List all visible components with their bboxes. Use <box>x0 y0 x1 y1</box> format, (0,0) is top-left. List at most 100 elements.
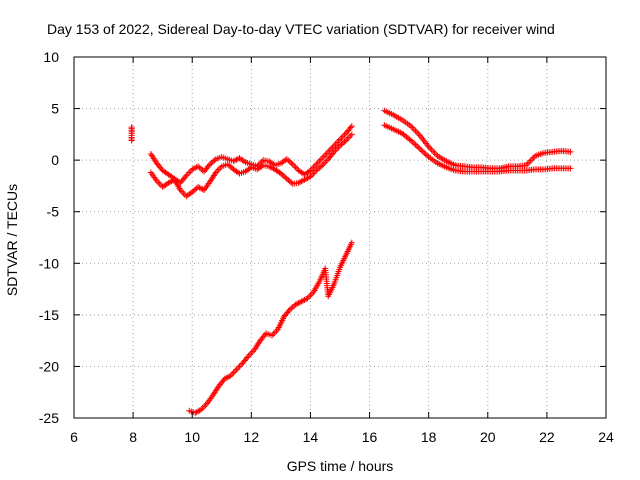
data-point <box>195 163 202 170</box>
data-point <box>406 136 413 143</box>
data-point <box>323 150 330 157</box>
x-tick-label: 6 <box>70 429 78 445</box>
x-tick-label: 22 <box>539 429 555 445</box>
data-point <box>283 156 290 163</box>
y-tick-label: -5 <box>47 204 60 220</box>
data-point <box>195 408 202 415</box>
data-point <box>526 159 533 166</box>
data-point <box>409 138 416 145</box>
y-tick-label: -25 <box>39 410 59 426</box>
data-point <box>224 374 231 381</box>
x-axis-title: GPS time / hours <box>287 458 394 474</box>
data-point <box>286 158 293 165</box>
data-point <box>329 144 336 151</box>
data-points <box>128 107 574 416</box>
data-point <box>331 142 338 149</box>
y-tick-label: 5 <box>51 101 59 117</box>
data-point <box>230 369 237 376</box>
data-point <box>291 162 298 169</box>
data-point <box>189 189 196 196</box>
data-point <box>182 174 189 181</box>
data-point <box>279 171 286 178</box>
data-point <box>226 162 233 169</box>
data-point <box>348 123 355 130</box>
data-point <box>332 147 339 154</box>
data-point <box>246 351 253 358</box>
data-point <box>334 145 341 152</box>
data-point <box>190 187 197 194</box>
data-point <box>311 169 318 176</box>
data-point <box>289 304 296 311</box>
data-point <box>347 124 354 131</box>
data-point <box>413 129 420 136</box>
data-point <box>208 159 215 166</box>
data-point <box>292 164 299 171</box>
series-late-lower <box>381 122 574 175</box>
data-point <box>288 305 295 312</box>
data-point <box>201 403 208 410</box>
data-point <box>240 158 247 165</box>
data-point <box>418 147 425 154</box>
data-point <box>277 170 284 177</box>
axis-ticks <box>73 56 607 419</box>
data-point <box>424 152 431 159</box>
data-point <box>332 141 339 148</box>
y-axis-title: SDTVAR / TECUs <box>4 184 20 296</box>
data-point <box>409 124 416 131</box>
data-point <box>280 173 287 180</box>
data-point <box>421 149 428 156</box>
data-point <box>199 186 206 193</box>
data-point <box>196 164 203 171</box>
data-point <box>285 308 292 315</box>
data-point <box>244 354 251 361</box>
data-point <box>285 157 292 164</box>
series-band-upper <box>147 123 355 186</box>
data-point <box>341 138 348 145</box>
data-point <box>215 166 222 173</box>
data-point <box>270 330 277 337</box>
data-point <box>186 169 193 176</box>
data-point <box>198 165 205 172</box>
data-point <box>283 175 290 182</box>
data-point <box>567 165 574 172</box>
x-tick-label: 10 <box>184 429 200 445</box>
data-point <box>288 179 295 186</box>
data-point <box>209 158 216 165</box>
data-point <box>529 156 536 163</box>
x-tick-label: 12 <box>244 429 260 445</box>
y-tick-label: 10 <box>43 49 59 65</box>
data-point <box>261 331 268 338</box>
y-tick-label: -10 <box>39 255 59 271</box>
y-tick-label: 0 <box>51 152 59 168</box>
data-point <box>288 159 295 166</box>
series-band-lower <box>147 131 355 200</box>
y-tick-label: -20 <box>39 358 59 374</box>
data-point <box>158 182 165 189</box>
x-tick-labels: 6 8 10 12 14 16 18 20 22 24 <box>70 429 614 445</box>
x-tick-label: 8 <box>129 429 137 445</box>
data-point <box>193 164 200 171</box>
chart-title: Day 153 of 2022, Sidereal Day-to-day VTE… <box>47 21 555 37</box>
data-point <box>282 174 289 181</box>
data-point <box>314 166 321 173</box>
data-point <box>233 366 240 373</box>
data-point <box>431 149 438 156</box>
data-point <box>202 402 209 409</box>
data-point <box>415 130 422 137</box>
data-point <box>205 162 212 169</box>
data-point <box>337 142 343 149</box>
data-point <box>527 157 534 164</box>
y-tick-label: -15 <box>39 307 59 323</box>
data-point <box>430 148 437 155</box>
data-point <box>155 179 162 186</box>
x-tick-label: 14 <box>303 429 319 445</box>
data-point <box>416 145 423 152</box>
data-point <box>407 137 414 144</box>
data-point <box>227 163 234 170</box>
data-point <box>413 143 420 150</box>
data-point <box>128 124 135 131</box>
data-point <box>206 161 213 168</box>
data-point <box>317 163 324 170</box>
data-point <box>184 171 191 178</box>
